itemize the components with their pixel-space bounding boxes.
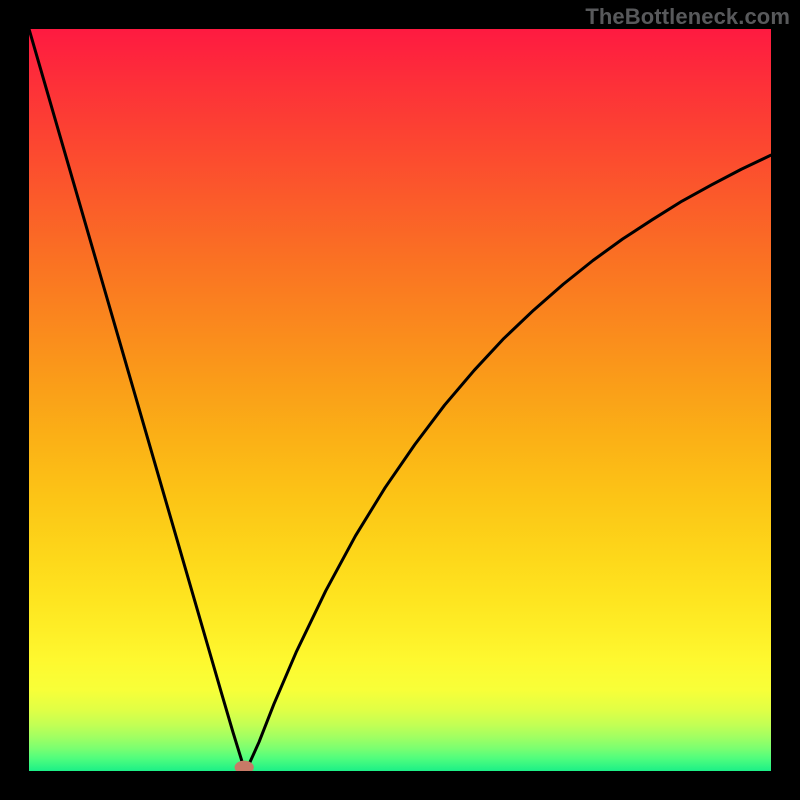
gradient-background [29,29,771,771]
chart-frame: TheBottleneck.com [0,0,800,800]
bottleneck-chart-svg [29,29,771,771]
watermark-text: TheBottleneck.com [585,4,790,30]
plot-area [29,29,771,771]
